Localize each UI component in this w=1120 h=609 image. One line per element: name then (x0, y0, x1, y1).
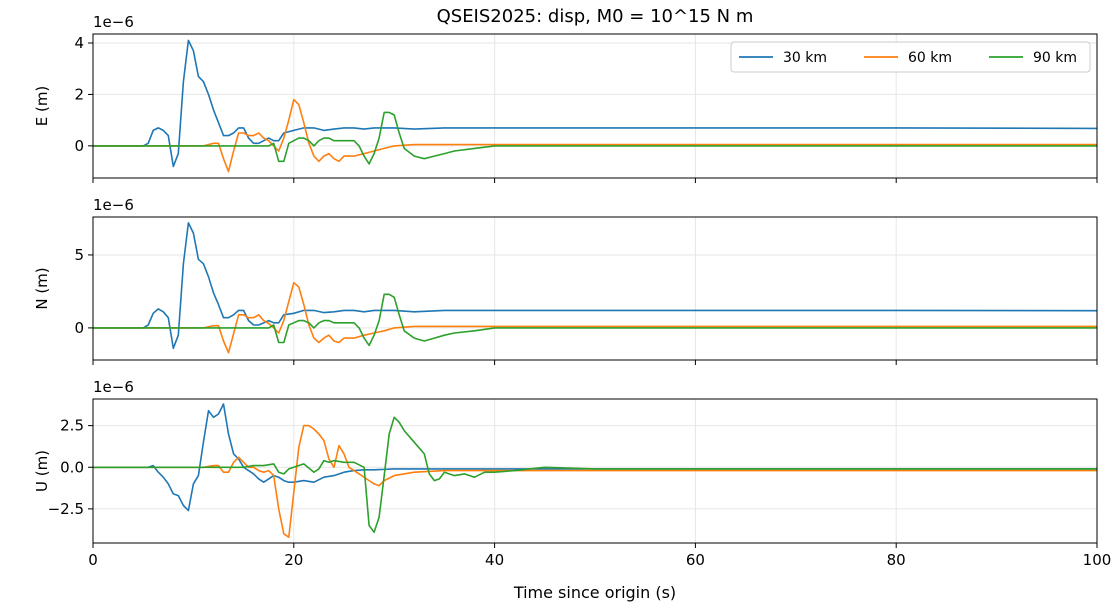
legend-label: 30 km (783, 50, 827, 66)
y-axis-label: E (m) (33, 86, 51, 127)
series-line-30-km (93, 403, 1097, 512)
axis-scale-label: 1e−6 (93, 196, 134, 214)
axis-scale-label: 1e−6 (93, 13, 134, 31)
series-line-30-km (93, 222, 1098, 350)
axis-scale-label: 1e−6 (93, 378, 134, 396)
x-tick-label: 20 (284, 551, 303, 569)
y-tick-label: 2 (74, 85, 84, 103)
series-line-30-km (93, 39, 1098, 168)
legend-box (730, 41, 1091, 73)
y-tick-label: 0 (74, 137, 84, 155)
x-tick-label: 0 (88, 551, 98, 569)
legend: 30 km 60 km 90 km (730, 41, 1091, 73)
y-axis-label: U (m) (33, 450, 51, 492)
x-axis-label: Time since origin (s) (513, 583, 676, 602)
axes-frame (92, 216, 1098, 361)
x-tick-label: 60 (686, 551, 705, 569)
y-tick-label: 2.5 (60, 417, 84, 435)
y-axis-label: N (m) (33, 267, 51, 309)
chart-title: QSEIS2025: disp, M0 = 10^15 N m (437, 6, 754, 27)
y-tick-label: −2.5 (48, 500, 84, 518)
y-tick-label: 5 (74, 246, 84, 264)
legend-label: 60 km (908, 50, 952, 66)
series-line-90-km (93, 416, 1097, 533)
axes-frame (92, 398, 1098, 544)
legend-label: 90 km (1033, 50, 1077, 66)
panel-3: 0 20 40 60 80 100 −2.5 0.0 2.5 1e−6 U (m) (33, 378, 1111, 569)
series-line-60-km (93, 98, 1097, 173)
x-tick-label: 80 (887, 551, 906, 569)
series-line-90-km (93, 111, 1097, 165)
y-tick-label: 0.0 (60, 458, 84, 476)
y-tick-label: 4 (74, 34, 84, 52)
axes-frame (92, 33, 1098, 179)
series-line-60-km (93, 424, 1097, 538)
x-tick-label: 40 (485, 551, 504, 569)
x-tick-label: 100 (1083, 551, 1112, 569)
series-line-60-km (93, 281, 1097, 354)
panel-2: 0 5 1e−6 N (m) (33, 196, 1098, 365)
y-tick-label: 0 (74, 319, 84, 337)
panel-1: 0 2 4 1e−6 E (m) (33, 13, 1098, 183)
series-line-90-km (93, 293, 1097, 347)
